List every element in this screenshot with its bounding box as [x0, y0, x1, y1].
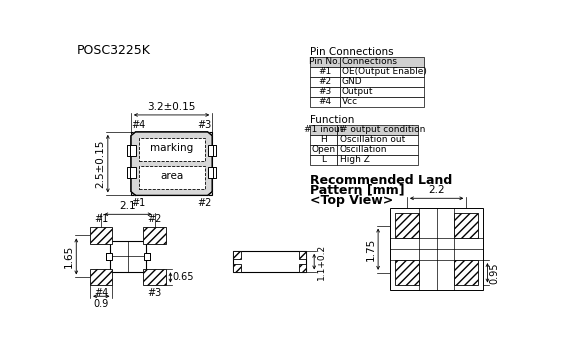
Text: #3: #3 — [319, 87, 332, 96]
Text: 1.65: 1.65 — [64, 245, 74, 268]
Text: 0.9: 0.9 — [94, 298, 109, 308]
Text: #1: #1 — [131, 198, 146, 208]
Text: #2: #2 — [319, 77, 332, 86]
Text: Pattern [mm]: Pattern [mm] — [311, 184, 405, 197]
Bar — [131, 132, 212, 195]
Bar — [139, 138, 204, 161]
Text: Pin Connections: Pin Connections — [311, 47, 394, 57]
Bar — [340, 87, 424, 97]
Bar — [234, 251, 241, 259]
Text: #4: #4 — [319, 97, 332, 106]
Bar — [130, 167, 135, 178]
Text: Recommended Land: Recommended Land — [311, 174, 452, 187]
Text: Open: Open — [312, 145, 336, 154]
Bar — [395, 213, 419, 238]
Bar — [338, 135, 418, 145]
Text: #1 inout: #1 inout — [304, 125, 343, 134]
Bar — [311, 77, 340, 87]
Bar — [106, 253, 112, 260]
Text: H: H — [320, 135, 327, 144]
Bar — [340, 67, 424, 77]
Bar — [144, 269, 166, 286]
Text: Oscillation out: Oscillation out — [340, 135, 405, 144]
Bar — [311, 87, 340, 97]
Text: marking: marking — [150, 144, 193, 154]
Bar — [338, 155, 418, 165]
Polygon shape — [131, 132, 212, 195]
Text: GND: GND — [342, 77, 363, 86]
Bar — [455, 213, 478, 238]
Bar — [311, 67, 340, 77]
Bar — [299, 251, 307, 259]
Bar — [144, 227, 166, 244]
Bar — [311, 57, 340, 67]
Bar — [139, 166, 204, 189]
Text: #1: #1 — [319, 67, 332, 76]
Bar — [110, 241, 146, 272]
Bar — [340, 97, 424, 107]
Bar — [455, 260, 478, 286]
Text: <Top View>: <Top View> — [311, 194, 394, 207]
Bar — [311, 145, 338, 155]
Bar — [311, 135, 338, 145]
Text: Pin No.: Pin No. — [309, 57, 340, 66]
Text: 1.1+0.2: 1.1+0.2 — [316, 244, 325, 280]
Text: 2.5±0.15: 2.5±0.15 — [95, 139, 104, 188]
Bar — [234, 251, 307, 273]
Bar — [338, 145, 418, 155]
Text: Oscillation: Oscillation — [340, 145, 387, 154]
Text: #3: #3 — [148, 288, 162, 298]
Text: #2: #2 — [148, 214, 162, 224]
Text: #3: #3 — [197, 120, 211, 130]
Bar — [338, 125, 418, 135]
Text: 3.2±0.15: 3.2±0.15 — [148, 102, 196, 112]
Text: #4: #4 — [94, 288, 108, 298]
Bar — [390, 208, 483, 290]
Bar — [311, 155, 338, 165]
Bar — [234, 264, 241, 273]
Text: OE(Output Enable): OE(Output Enable) — [342, 67, 427, 76]
Text: Function: Function — [311, 115, 355, 125]
Text: High Z: High Z — [340, 155, 370, 164]
Text: area: area — [160, 171, 183, 181]
Bar — [144, 253, 150, 260]
Text: POSC3225K: POSC3225K — [77, 44, 151, 57]
Text: #4: #4 — [131, 120, 146, 130]
Bar — [311, 125, 338, 135]
Text: 0.95: 0.95 — [490, 262, 500, 284]
Bar — [395, 260, 419, 286]
Text: 2.2: 2.2 — [428, 185, 445, 195]
Bar — [208, 145, 213, 156]
Text: #1: #1 — [94, 214, 108, 224]
Bar — [340, 77, 424, 87]
Bar — [208, 167, 213, 178]
Text: Output: Output — [342, 87, 374, 96]
Bar — [299, 264, 307, 273]
Text: Connections: Connections — [342, 57, 398, 66]
Text: 1.75: 1.75 — [366, 238, 376, 261]
Text: # output condition: # output condition — [340, 125, 425, 134]
Text: L: L — [321, 155, 327, 164]
Bar — [90, 269, 113, 286]
Text: #2: #2 — [197, 198, 211, 208]
Bar — [90, 227, 113, 244]
Bar — [340, 57, 424, 67]
Bar — [130, 145, 135, 156]
Text: 2.1: 2.1 — [119, 201, 136, 211]
Text: Vcc: Vcc — [342, 97, 358, 106]
Text: 0.65: 0.65 — [173, 273, 194, 283]
Bar — [311, 97, 340, 107]
